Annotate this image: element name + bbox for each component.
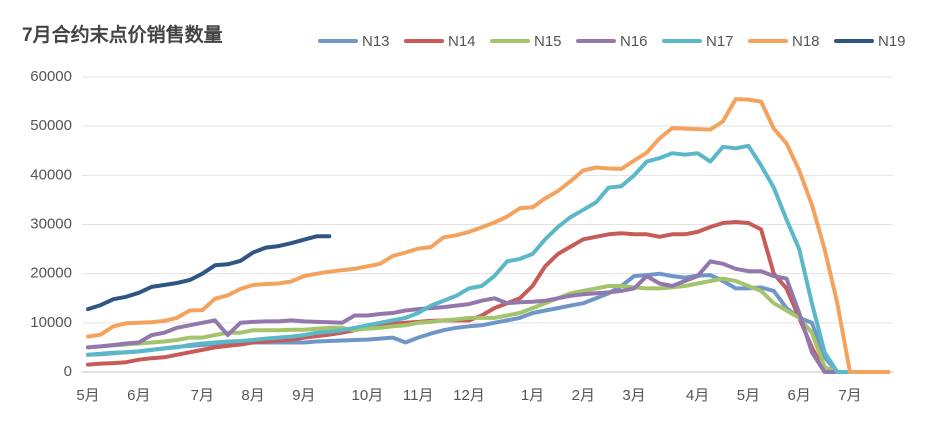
- x-tick-label: 10月: [352, 387, 384, 404]
- y-tick-label: 0: [64, 363, 72, 380]
- y-tick-label: 20000: [30, 265, 72, 282]
- legend-label: N14: [448, 33, 476, 50]
- y-tick-label: 50000: [30, 117, 72, 134]
- y-tick-label: 40000: [30, 166, 72, 183]
- legend-label: N13: [362, 33, 390, 50]
- series-line: [86, 276, 891, 374]
- x-tick-label: 7月: [191, 387, 214, 404]
- legend-label: N16: [620, 33, 648, 50]
- x-tick-label: 9月: [292, 387, 315, 404]
- y-tick-label: 10000: [30, 314, 72, 331]
- x-tick-label: 5月: [737, 387, 760, 404]
- x-tick-label: 6月: [788, 387, 811, 404]
- x-tick-label: 3月: [622, 387, 645, 404]
- x-tick-label: 2月: [572, 387, 595, 404]
- chart-title: 7月合约末点价销售数量: [22, 23, 223, 46]
- y-tick-label: 60000: [30, 68, 72, 85]
- legend-label: N19: [878, 33, 906, 50]
- y-tick-label: 30000: [30, 215, 72, 232]
- x-tick-label: 12月: [453, 387, 485, 404]
- legend-label: N17: [706, 33, 734, 50]
- x-tick-label: 11月: [403, 387, 434, 404]
- x-tick-label: 4月: [686, 387, 709, 404]
- series-line: [86, 97, 891, 374]
- x-tick-label: 7月: [838, 387, 861, 404]
- legend-label: N15: [534, 33, 562, 50]
- legend-label: N18: [792, 33, 820, 50]
- x-tick-label: 8月: [241, 387, 264, 404]
- x-tick-label: 5月: [76, 387, 99, 404]
- x-tick-label: 1月: [521, 387, 544, 404]
- x-tick-label: 6月: [127, 387, 150, 404]
- series-line: [86, 220, 891, 374]
- series-line: [86, 143, 891, 374]
- series-line: [86, 234, 332, 312]
- series-line: [86, 259, 891, 374]
